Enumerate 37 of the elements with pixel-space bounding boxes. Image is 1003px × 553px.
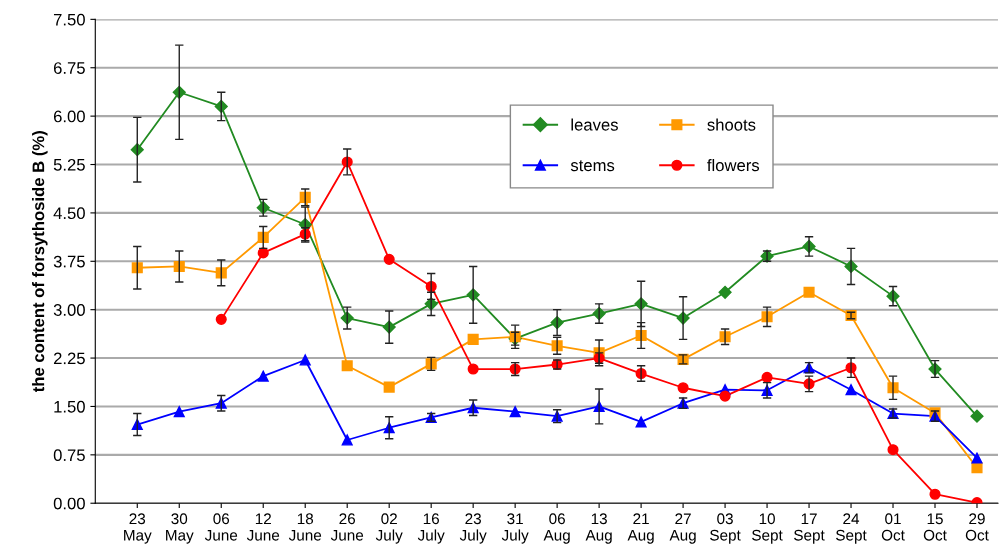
- legend-label: shoots: [707, 118, 756, 131]
- x-tick-label: 06 Aug: [543, 513, 570, 544]
- x-tick-label: 06 June: [204, 513, 238, 541]
- x-tick-label: 10 Sept: [752, 513, 783, 544]
- x-tick-label: 15 Oct: [923, 513, 947, 541]
- x-tick-label: 30 May: [166, 513, 194, 544]
- x-tick-label: 16 July: [417, 513, 445, 544]
- y-axis-title: the content of forsythoside B (%): [32, 131, 48, 393]
- y-tick-label: 6.75: [53, 62, 85, 74]
- x-tick-label: 12 June: [246, 513, 280, 541]
- x-tick-label: 23 July: [459, 513, 487, 544]
- x-tick-label: 26 June: [330, 513, 364, 541]
- x-tick-label: 23 May: [124, 513, 152, 544]
- x-tick-label: 18 June: [288, 513, 322, 541]
- x-tick-label: 02 July: [375, 513, 403, 544]
- y-tick-label: 4.50: [53, 207, 85, 220]
- x-tick-label: 31 July: [501, 513, 529, 544]
- legend-label: leaves: [571, 118, 618, 131]
- y-tick-label: 0.75: [53, 449, 85, 462]
- legend-label: stems: [570, 160, 615, 172]
- legend-label: flowers: [707, 158, 760, 172]
- y-tick-label: 5.25: [53, 158, 85, 171]
- y-tick-label: 3.00: [53, 304, 85, 316]
- y-tick-label: 2.25: [53, 352, 85, 365]
- y-tick-label: 6.00: [53, 110, 85, 123]
- y-tick-label: 3.75: [53, 255, 85, 268]
- x-tick-label: 27 Aug: [669, 513, 696, 544]
- x-tick-label: 13 Aug: [585, 513, 612, 544]
- y-tick-label: 7.50: [53, 13, 85, 26]
- x-tick-label: 21 Aug: [627, 513, 654, 544]
- x-tick-label: 01 Oct: [881, 513, 905, 541]
- x-tick-label: 03 Sept: [710, 513, 741, 544]
- x-tick-label: 17 Sept: [794, 513, 825, 544]
- y-tick-label: 1.50: [54, 400, 85, 413]
- x-tick-label: 29 Oct: [965, 513, 989, 541]
- y-tick-label: 0.00: [53, 497, 85, 510]
- x-tick-label: 24 Sept: [836, 513, 867, 544]
